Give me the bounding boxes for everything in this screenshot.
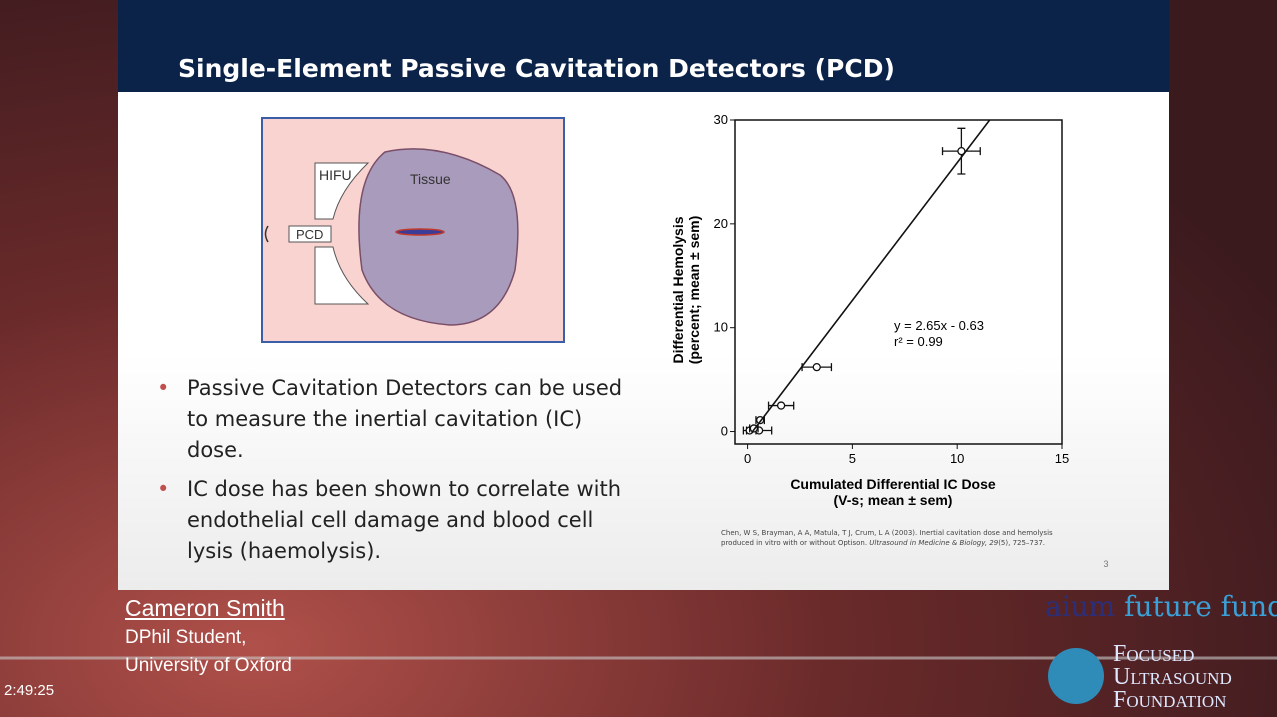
bullet: IC dose has been shown to correlate with… [157, 474, 637, 567]
y-tick-label: 0 [721, 424, 728, 439]
slide-title: Single-Element Passive Cavitation Detect… [178, 54, 895, 83]
fus-line: Focused [1113, 641, 1195, 667]
speaker-affiliation: University of Oxford [125, 655, 292, 676]
x-tick-label: 0 [744, 451, 751, 466]
y-tick-label: 30 [714, 112, 728, 127]
point [812, 363, 821, 372]
fus-icon [1048, 648, 1104, 704]
tissue-label: Tissue [410, 171, 451, 187]
fit-line [751, 120, 991, 434]
focal-zone [395, 228, 445, 236]
citation: Chen, W S, Brayman, A A, Matula, T J, Cr… [721, 528, 1081, 548]
y-axis-label: Differential Hemolysis [670, 216, 686, 363]
citation-pages: (5), 725–737. [998, 539, 1046, 547]
fus-logo: Focused Ultrasound Foundation [1113, 641, 1232, 713]
fus-line: Ultrasound [1113, 664, 1232, 690]
aium-word: aium [1045, 590, 1116, 623]
citation-text: Chen, W S, Brayman, A A, Matula, T J, Cr… [721, 529, 1053, 547]
x-tick-label: 10 [950, 451, 964, 466]
x-axis-label: (V-s; mean ± sem) [834, 492, 953, 508]
speaker-role: DPhil Student, [125, 627, 247, 648]
tissue [358, 148, 519, 326]
fit-annotation: y = 2.65x - 0.63 [894, 318, 984, 333]
point [776, 401, 786, 410]
citation-journal: Ultrasound in Medicine & Biology, 29 [869, 539, 999, 547]
fus-line: Foundation [1113, 687, 1227, 713]
hifu-bottom [314, 246, 370, 305]
aium-fund: future fund [1124, 590, 1277, 623]
hifu-top [314, 162, 370, 220]
point [957, 147, 966, 156]
hifu-label: HIFU [319, 167, 352, 183]
slide-header [118, 0, 1169, 92]
x-tick-label: 5 [849, 451, 856, 466]
fit-annotation: r² = 0.99 [894, 334, 943, 349]
timestamp: 2:49:25 [4, 682, 55, 699]
y-tick-label: 20 [714, 216, 728, 231]
speaker-name: Cameron Smith [125, 595, 285, 621]
x-tick-label: 15 [1055, 451, 1069, 466]
plot-frame [734, 119, 1063, 445]
page-number: 3 [1103, 559, 1108, 569]
bullet: Passive Cavitation Detectors can be used… [157, 373, 637, 466]
pcd-label: PCD [296, 227, 323, 242]
pcd-wave [264, 225, 269, 243]
y-tick-label: 10 [714, 320, 728, 335]
pcd-box [288, 225, 332, 243]
x-axis-label: Cumulated Differential IC Dose [790, 476, 996, 492]
aium-logo: aium future fund [1045, 590, 1277, 623]
y-axis-label: (percent; mean ± sem) [686, 216, 702, 365]
